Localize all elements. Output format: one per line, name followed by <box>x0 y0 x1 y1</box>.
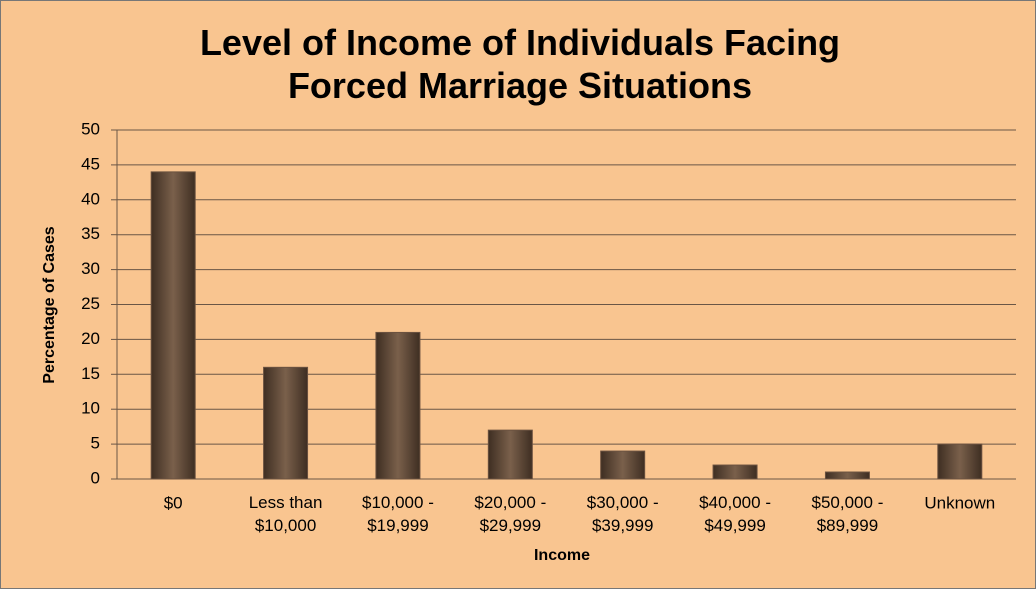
bar <box>937 443 983 480</box>
x-tick-label: Unknown <box>924 493 995 512</box>
bar <box>150 171 196 480</box>
chart-title: Level of Income of Individuals Facing For… <box>200 22 840 106</box>
y-tick-label: 15 <box>81 364 100 383</box>
y-axis-title: Percentage of Cases <box>41 226 58 384</box>
y-tick-label: 35 <box>81 224 100 243</box>
x-tick-label: $40,000 -$49,999 <box>699 493 771 535</box>
y-tick-label: 40 <box>81 189 100 208</box>
bar <box>375 331 421 480</box>
bar <box>712 464 758 480</box>
x-tick-label: $0 <box>164 493 183 512</box>
x-tick-label: $30,000 -$39,999 <box>587 493 659 535</box>
bar <box>824 471 870 480</box>
x-tick-label: $20,000 -$29,999 <box>474 493 546 535</box>
y-tick-label: 25 <box>81 294 100 313</box>
bar <box>263 366 309 480</box>
y-tick-label: 10 <box>81 399 100 418</box>
x-tick-label: $10,000 -$19,999 <box>362 493 434 535</box>
bar <box>487 429 533 480</box>
y-tick-label: 20 <box>81 329 100 348</box>
x-axis-title: Income <box>534 547 590 564</box>
x-tick-label: $50,000 -$89,999 <box>812 493 884 535</box>
x-tick-label: Less than $10,000 <box>249 493 323 535</box>
y-tick-label: 45 <box>81 154 100 173</box>
y-tick-label: 5 <box>91 434 100 453</box>
bar <box>600 450 646 480</box>
y-tick-label: 0 <box>91 468 100 487</box>
y-tick-label: 50 <box>81 119 100 138</box>
y-tick-label: 30 <box>81 259 100 278</box>
